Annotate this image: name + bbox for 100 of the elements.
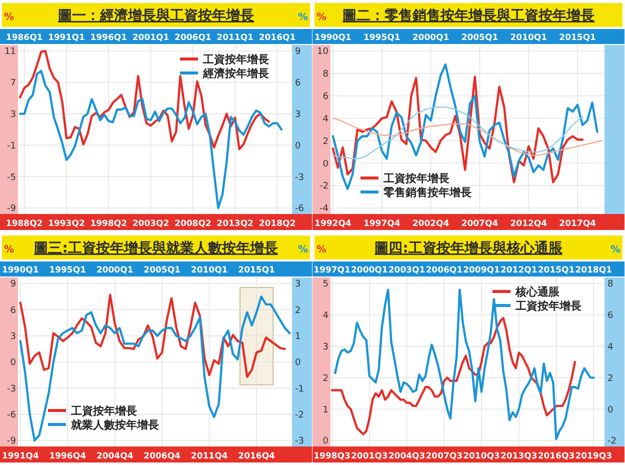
line-series	[332, 76, 584, 184]
text: 2003Q1	[388, 266, 426, 276]
y2-tick-label: 2	[295, 306, 301, 316]
y2-tick-label: 3	[295, 280, 301, 290]
x-tick-label: 2011Q4	[190, 452, 228, 462]
x-tick-label: 2016Q4	[238, 452, 276, 462]
line-series	[332, 118, 603, 156]
y-tick-label: 5	[322, 280, 328, 290]
x-tick-label: 1998Q2	[90, 219, 128, 229]
y2-tick-label: 9	[295, 47, 301, 58]
y-tick-label: 8	[322, 70, 329, 80]
line-series	[19, 294, 286, 378]
y-tick-label: 11	[4, 47, 16, 58]
x-tick-label: 1988Q2	[6, 219, 43, 229]
y2-tick-label: -1	[295, 384, 304, 394]
text: 2015Q1	[559, 33, 596, 43]
x-tick-label: 1996Q4	[49, 452, 86, 462]
y2-tick-label: -3	[295, 436, 304, 447]
y-tick-label: 3	[322, 342, 328, 352]
y-tick-label: 3	[10, 332, 16, 342]
line-series	[19, 295, 291, 442]
text: 2000Q1	[351, 266, 388, 276]
text: 2006Q1	[174, 33, 212, 43]
x-tick-label: 2017Q4	[559, 219, 596, 229]
x-tick-label: 2003Q2	[132, 219, 170, 229]
x-tick-label: 2001Q3	[351, 452, 388, 462]
text: 2005Q1	[461, 33, 498, 43]
text: 2012Q1	[500, 266, 538, 276]
x-tick-label: 2004Q3	[388, 452, 426, 462]
y-tick-label: 6	[322, 92, 329, 102]
y-tick-label: -6	[7, 410, 16, 420]
y2-tick-label: 8	[608, 280, 614, 290]
y-tick-label: 4	[322, 311, 329, 322]
y-tick-label: 2	[322, 136, 328, 147]
x-tick-label: 1991Q4	[2, 452, 39, 462]
y2-tick-label: 6	[608, 311, 614, 322]
x-tick-label: 1998Q3	[314, 452, 351, 462]
y-tick-label: 0	[322, 436, 329, 447]
text: 2015Q1	[538, 266, 575, 276]
text: 1997Q1	[314, 266, 351, 276]
text: 2006Q1	[426, 266, 463, 276]
chart-title: 圖四:工資按年增長與核心通脹	[374, 240, 564, 256]
y2-tick-label: -3	[295, 172, 304, 183]
x-tick-label: 2013Q2	[216, 219, 254, 229]
x-tick-label: 2007Q4	[461, 219, 498, 229]
x-tick-label: 2019Q3	[575, 452, 612, 462]
text: 1990Q1	[314, 33, 352, 43]
y2-tick-label: 0	[608, 405, 614, 416]
y2-tick-label: 6	[295, 78, 301, 89]
chart-title: 圖一：經濟增長與工資按年增長	[58, 7, 254, 24]
y2-axis-title: %	[298, 244, 308, 256]
y-tick-label: 10	[317, 47, 329, 58]
legend-label: 工資按年增長	[70, 404, 137, 418]
text: 2018Q1	[575, 266, 612, 276]
y-axis-title: %	[4, 12, 14, 23]
x-tick-label: 2013Q3	[500, 452, 538, 462]
x-tick-label: 2008Q2	[174, 219, 212, 229]
y2-tick-label: 0	[295, 141, 301, 152]
legend-label: 工資按年增長	[382, 172, 450, 185]
x-tick-label: 1993Q2	[48, 219, 85, 229]
y-tick-label: 6	[10, 306, 16, 316]
y-tick-label: 1	[322, 405, 328, 416]
y2-tick-label: 4	[608, 342, 614, 352]
y2-axis-title: %	[610, 244, 620, 256]
y-tick-label: -1	[7, 141, 16, 152]
line-series	[19, 70, 283, 210]
x-tick-label: 2006Q4	[144, 452, 181, 462]
text: 2016Q1	[258, 33, 296, 43]
text: 1986Q1	[6, 33, 43, 43]
line-series	[19, 50, 270, 150]
line-series	[330, 316, 576, 436]
text: 1995Q1	[49, 266, 86, 276]
y-axis-title: %	[4, 244, 14, 256]
text: 2000Q1	[96, 266, 134, 276]
y2-tick-label: -2	[295, 410, 304, 420]
y-tick-label: -9	[7, 436, 16, 447]
legend-label: 零售銷售按年增長	[382, 186, 472, 199]
y2-tick-label: 2	[608, 374, 614, 384]
x-tick-label: 2007Q3	[426, 452, 463, 462]
y2-tick-label: -6	[295, 204, 304, 214]
y-axis-title: %	[316, 244, 327, 256]
text: 1996Q1	[90, 33, 128, 43]
y-tick-label: 0	[322, 159, 329, 170]
y-tick-label: -4	[320, 204, 329, 214]
text: 1995Q1	[363, 33, 400, 43]
legend-label: 就業人數按年增長	[70, 418, 159, 432]
y-tick-label: 9	[10, 280, 16, 290]
y-tick-label: -2	[320, 182, 328, 192]
y2-tick-label: 0	[295, 358, 301, 368]
x-tick-label: 2002Q4	[412, 219, 450, 229]
line-series	[332, 106, 584, 160]
text: 2009Q1	[463, 266, 500, 276]
y-tick-label: 4	[322, 114, 329, 124]
x-tick-label: 1997Q4	[363, 219, 400, 229]
x-tick-label: 2012Q4	[510, 219, 548, 229]
text: 2001Q1	[132, 33, 170, 43]
y-axis-title: %	[316, 12, 327, 23]
y-tick-label: 7	[10, 78, 16, 89]
text: 2000Q1	[412, 33, 450, 43]
chart-title: 圖二：零售銷售按年增長與工資按年增長	[342, 8, 594, 24]
